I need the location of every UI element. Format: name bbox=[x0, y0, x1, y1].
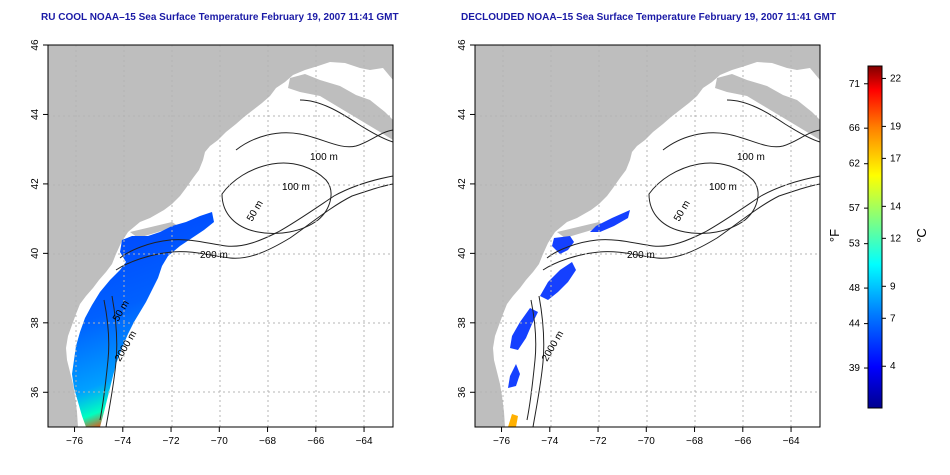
lat-tick-label: 38 bbox=[457, 317, 468, 329]
map-frame bbox=[474, 44, 821, 428]
contour-label-100m: 100 m bbox=[737, 152, 765, 163]
bathymetry-contours bbox=[526, 99, 821, 428]
colorbar-ticks: 71 66 62 57 53 48 44 39 22 19 17 14 12 9 7 4 bbox=[849, 73, 902, 374]
fahrenheit-tick-label: 48 bbox=[849, 283, 861, 294]
sst-warm-spot bbox=[508, 414, 518, 427]
lon-tick-label: −70 bbox=[211, 436, 228, 447]
celsius-tick-label: 14 bbox=[890, 201, 902, 212]
lat-tick-label: 36 bbox=[30, 386, 41, 398]
right-map-title: DECLOUDED NOAA–15 Sea Surface Temperatur… bbox=[461, 12, 836, 23]
lon-tick-label: −66 bbox=[734, 436, 751, 447]
lat-lon-grid bbox=[475, 45, 820, 427]
contour-label-100m-b: 100 m bbox=[282, 182, 310, 193]
sst-declouded-swath bbox=[508, 210, 630, 388]
contour-label-100m: 100 m bbox=[310, 152, 338, 163]
land-mass bbox=[475, 45, 820, 427]
lat-tick-label: 44 bbox=[30, 108, 41, 120]
fahrenheit-tick-label: 62 bbox=[849, 159, 861, 170]
lon-tick-label: −68 bbox=[259, 436, 276, 447]
lon-tick-label: −64 bbox=[783, 436, 800, 447]
left-axes: −76 −74 −72 −70 −68 −66 −64 36 38 40 42 44 46 bbox=[30, 39, 373, 447]
lon-tick-label: −72 bbox=[163, 436, 180, 447]
lon-tick-label: −74 bbox=[114, 436, 131, 447]
nova-scotia bbox=[715, 74, 820, 140]
bathymetry-contours bbox=[99, 99, 394, 428]
nova-scotia bbox=[288, 74, 393, 140]
lat-tick-label: 42 bbox=[457, 178, 468, 190]
left-map-title: RU COOL NOAA–15 Sea Surface Temperature … bbox=[41, 12, 399, 23]
lon-tick-label: −72 bbox=[590, 436, 607, 447]
fahrenheit-tick-label: 71 bbox=[849, 79, 861, 90]
colorbar-gradient bbox=[867, 65, 883, 409]
celsius-tick-label: 9 bbox=[890, 281, 896, 292]
sst-colorbar: 71 66 62 57 53 48 44 39 22 19 17 14 12 9 7 4 bbox=[849, 65, 902, 409]
lat-tick-label: 46 bbox=[457, 39, 468, 51]
celsius-tick-label: 22 bbox=[890, 73, 902, 84]
lat-tick-label: 40 bbox=[457, 247, 468, 259]
lat-tick-label: 36 bbox=[457, 386, 468, 398]
fahrenheit-tick-label: 66 bbox=[849, 123, 861, 134]
lon-tick-label: −70 bbox=[638, 436, 655, 447]
lat-tick-label: 38 bbox=[30, 317, 41, 329]
lat-tick-label: 40 bbox=[30, 247, 41, 259]
celsius-tick-label: 19 bbox=[890, 121, 902, 132]
long-island bbox=[130, 222, 178, 238]
celsius-tick-label: 17 bbox=[890, 153, 902, 164]
lat-tick-label: 44 bbox=[457, 108, 468, 120]
sst-swath bbox=[72, 212, 214, 427]
celsius-unit-label: °C bbox=[913, 228, 929, 243]
lat-lon-grid bbox=[48, 45, 393, 427]
celsius-tick-label: 7 bbox=[890, 313, 896, 324]
lon-tick-label: −76 bbox=[493, 436, 510, 447]
lon-tick-label: −68 bbox=[686, 436, 703, 447]
lon-tick-label: −76 bbox=[66, 436, 83, 447]
land-mass bbox=[48, 45, 393, 427]
lon-tick-label: −74 bbox=[541, 436, 558, 447]
lon-tick-label: −66 bbox=[307, 436, 324, 447]
lat-tick-label: 46 bbox=[30, 39, 41, 51]
contour-label-100m-b: 100 m bbox=[709, 182, 737, 193]
celsius-tick-label: 12 bbox=[890, 233, 902, 244]
fahrenheit-tick-label: 44 bbox=[849, 319, 861, 330]
contour-label-200m: 200 m bbox=[627, 250, 655, 261]
fahrenheit-tick-label: 57 bbox=[849, 203, 861, 214]
map-frame bbox=[47, 44, 394, 428]
fahrenheit-tick-label: 53 bbox=[849, 239, 861, 250]
lat-tick-label: 42 bbox=[30, 178, 41, 190]
contour-label-200m: 200 m bbox=[200, 250, 228, 261]
fahrenheit-tick-label: 39 bbox=[849, 363, 861, 374]
long-island bbox=[557, 222, 605, 238]
celsius-tick-label: 4 bbox=[890, 361, 896, 372]
fahrenheit-unit-label: °F bbox=[827, 228, 843, 243]
right-axes: −76 −74 −72 −70 −68 −66 −64 36 38 40 42 44 46 bbox=[457, 39, 800, 447]
lon-tick-label: −64 bbox=[356, 436, 373, 447]
